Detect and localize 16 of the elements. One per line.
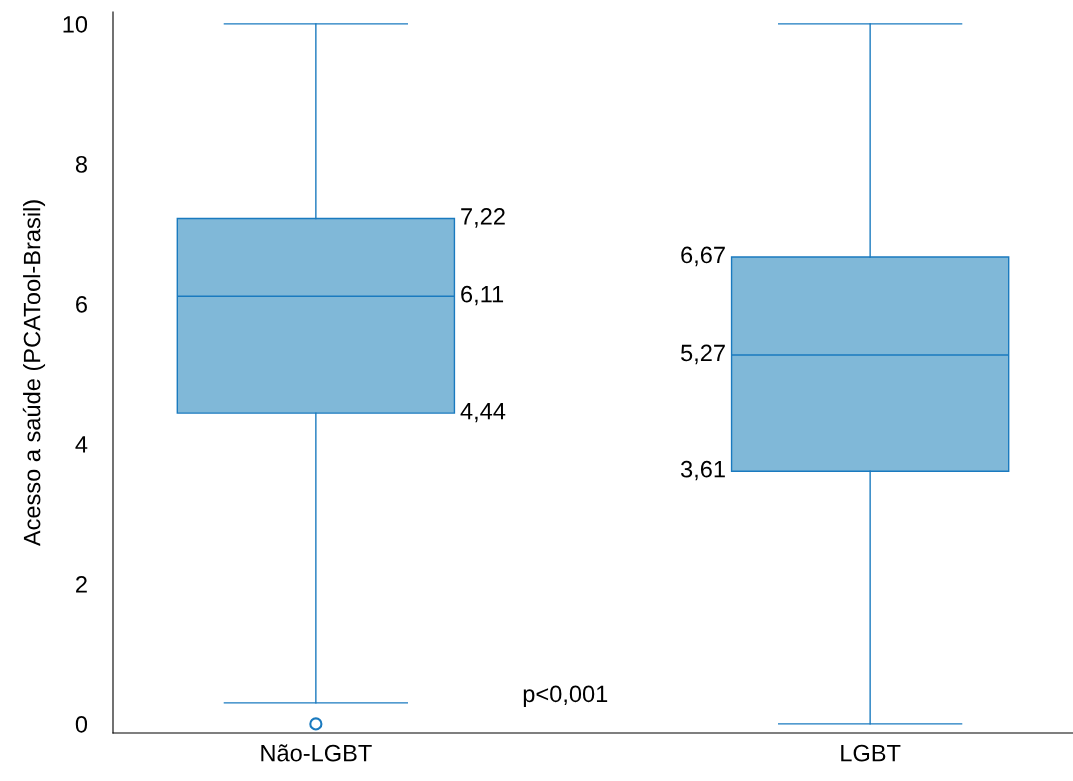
annotation: 4,44 [460,402,506,423]
y-tick-label: 0 [75,715,88,733]
annotation: 6,67 [681,246,725,267]
y-tick-label: 2 [76,575,87,593]
y-tick-label: 10 [63,15,88,33]
annotation: 7,22 [461,208,505,228]
annotation: 6,11 [461,285,504,306]
annotation: 3,61 [680,460,725,481]
x-tick-label: LGBT [841,744,901,762]
y-tick-label: 6 [76,295,87,313]
annotation: p<0,001 [523,685,608,707]
y-axis-title: Acesso a saúde (PCATool-Brasil) [22,200,46,547]
y-tick-label: 4 [75,436,88,453]
y-tick-label: 8 [75,155,87,173]
x-tick-label: Não-LGBT [261,744,372,762]
annotation: 5,27 [681,344,725,365]
